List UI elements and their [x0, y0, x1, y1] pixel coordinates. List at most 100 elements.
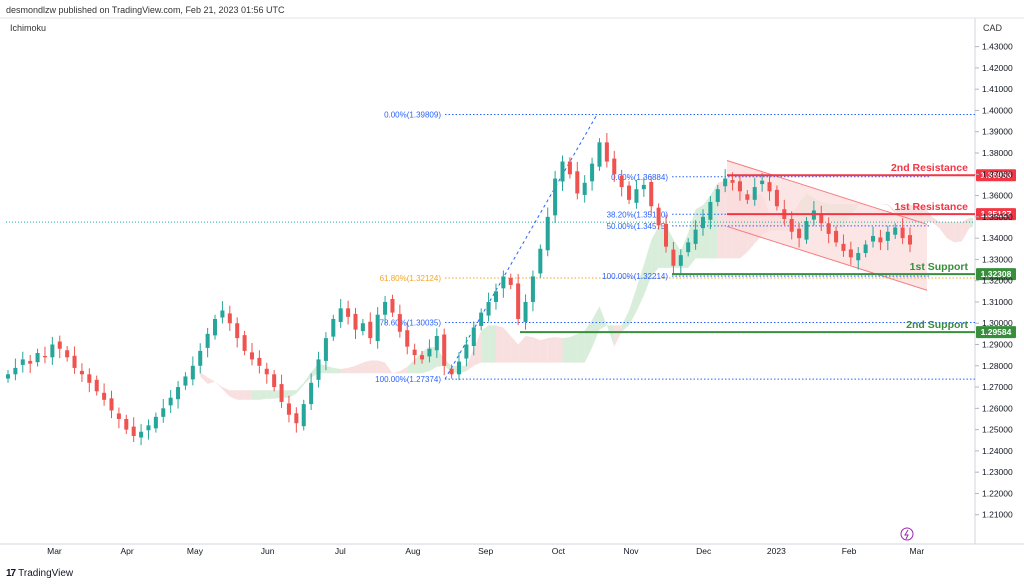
y-tick-label: 1.43000 [982, 42, 1013, 52]
x-tick-label: Apr [121, 546, 134, 556]
y-tick-label: 1.31000 [982, 297, 1013, 307]
cloud-segment [385, 362, 393, 374]
cloud-segment [370, 360, 378, 374]
y-tick-label: 1.34000 [982, 233, 1013, 243]
cloud-segment [606, 325, 615, 347]
candle-body [397, 314, 402, 332]
candle-body [774, 189, 779, 207]
candle-body [893, 227, 898, 235]
cloud-segment [946, 222, 955, 243]
cloud-segment [584, 320, 593, 363]
lightning-icon-bolt [904, 529, 909, 540]
level-price-label: 1.35127 [981, 209, 1012, 219]
candle-body [264, 368, 269, 375]
candle-body [323, 338, 328, 361]
y-tick-label: 1.39000 [982, 127, 1013, 137]
candle-body [57, 341, 62, 349]
cloud-segment [688, 209, 696, 268]
candle-body [523, 301, 528, 322]
candle-body [412, 349, 417, 356]
candle-body [464, 344, 469, 359]
candle-body [730, 180, 735, 183]
candle-body [686, 242, 691, 253]
candle-body [538, 248, 543, 274]
candle-body [553, 178, 558, 216]
cloud-segment [629, 288, 637, 326]
y-tick-label: 1.38000 [982, 148, 1013, 158]
candle-body [900, 227, 905, 239]
candle-body [597, 142, 602, 167]
candle-body [212, 318, 218, 336]
candle-body [249, 352, 255, 360]
candle-body [390, 298, 395, 313]
cloud-segment [207, 377, 216, 384]
candle-body [848, 249, 853, 258]
level-price-label: 1.32308 [981, 269, 1012, 279]
cloud-segment [939, 222, 947, 239]
y-tick-label: 1.29000 [982, 340, 1013, 350]
candle-body [190, 365, 195, 380]
cloud-segment [392, 371, 400, 374]
candle-body [346, 308, 351, 317]
cloud-segment [547, 337, 556, 363]
candle-body [316, 359, 321, 380]
lightning-icon [900, 527, 914, 541]
cloud-segment [407, 359, 415, 374]
level-name: 2nd Resistance [891, 162, 968, 174]
publish-header: desmondlzw published on TradingView.com,… [6, 5, 285, 15]
candle-body [856, 253, 861, 261]
candle-body [102, 392, 107, 400]
candle-body [841, 243, 846, 251]
fib-small-label: 50.00%(1.34575) [607, 222, 669, 231]
cloud-segment [259, 390, 267, 400]
candle-body [294, 413, 299, 424]
cloud-segment [577, 330, 585, 363]
cloud-segment [237, 390, 245, 400]
cloud-segment [621, 310, 630, 332]
cloud-segment [614, 325, 622, 347]
candle-body [449, 368, 454, 375]
candle-body [700, 216, 706, 229]
x-tick-label: 2023 [767, 546, 786, 556]
y-tick-label: 1.42000 [982, 63, 1013, 73]
y-tick-label: 1.28000 [982, 361, 1013, 371]
fib-large-label: 100.00%(1.27374) [375, 375, 441, 384]
y-tick-label: 1.30000 [982, 318, 1013, 328]
candle-body [72, 355, 77, 368]
candle-body [124, 418, 129, 430]
candle-body [708, 201, 713, 220]
y-tick-label: 1.23000 [982, 467, 1013, 477]
x-tick-label: Mar [47, 546, 62, 556]
candle-body [235, 323, 240, 339]
candle-body [797, 228, 802, 239]
x-tick-label: Jun [261, 546, 275, 556]
level-price-tag [976, 268, 1016, 281]
cloud-segment [599, 306, 607, 330]
y-tick-label: 1.36000 [982, 191, 1013, 201]
cloud-segment [251, 390, 260, 400]
candle-body [139, 431, 144, 438]
cloud-segment [887, 204, 896, 214]
candle-body [368, 321, 373, 339]
cloud-segment [377, 360, 386, 374]
candle-body [420, 355, 425, 360]
x-tick-label: Aug [405, 546, 420, 556]
cloud-segment [222, 387, 230, 397]
fib-large-trend [444, 114, 598, 380]
tradingview-logo-text: TradingView [18, 568, 74, 579]
candle-body [752, 187, 757, 200]
cloud-segment [961, 217, 970, 242]
fib-small-label: 0.00%(1.36884) [611, 173, 668, 182]
candle-body [257, 357, 262, 366]
indicator-label: Ichimoku [10, 23, 47, 33]
currency-label: CAD [983, 23, 1003, 33]
candle-body [471, 327, 476, 346]
y-tick-label: 1.25000 [982, 425, 1013, 435]
candle-body [885, 231, 890, 241]
candle-body [641, 184, 646, 190]
candle-body [434, 336, 439, 351]
cloud-segment [954, 222, 962, 243]
x-tick-label: May [187, 546, 204, 556]
candle-body [20, 359, 25, 365]
